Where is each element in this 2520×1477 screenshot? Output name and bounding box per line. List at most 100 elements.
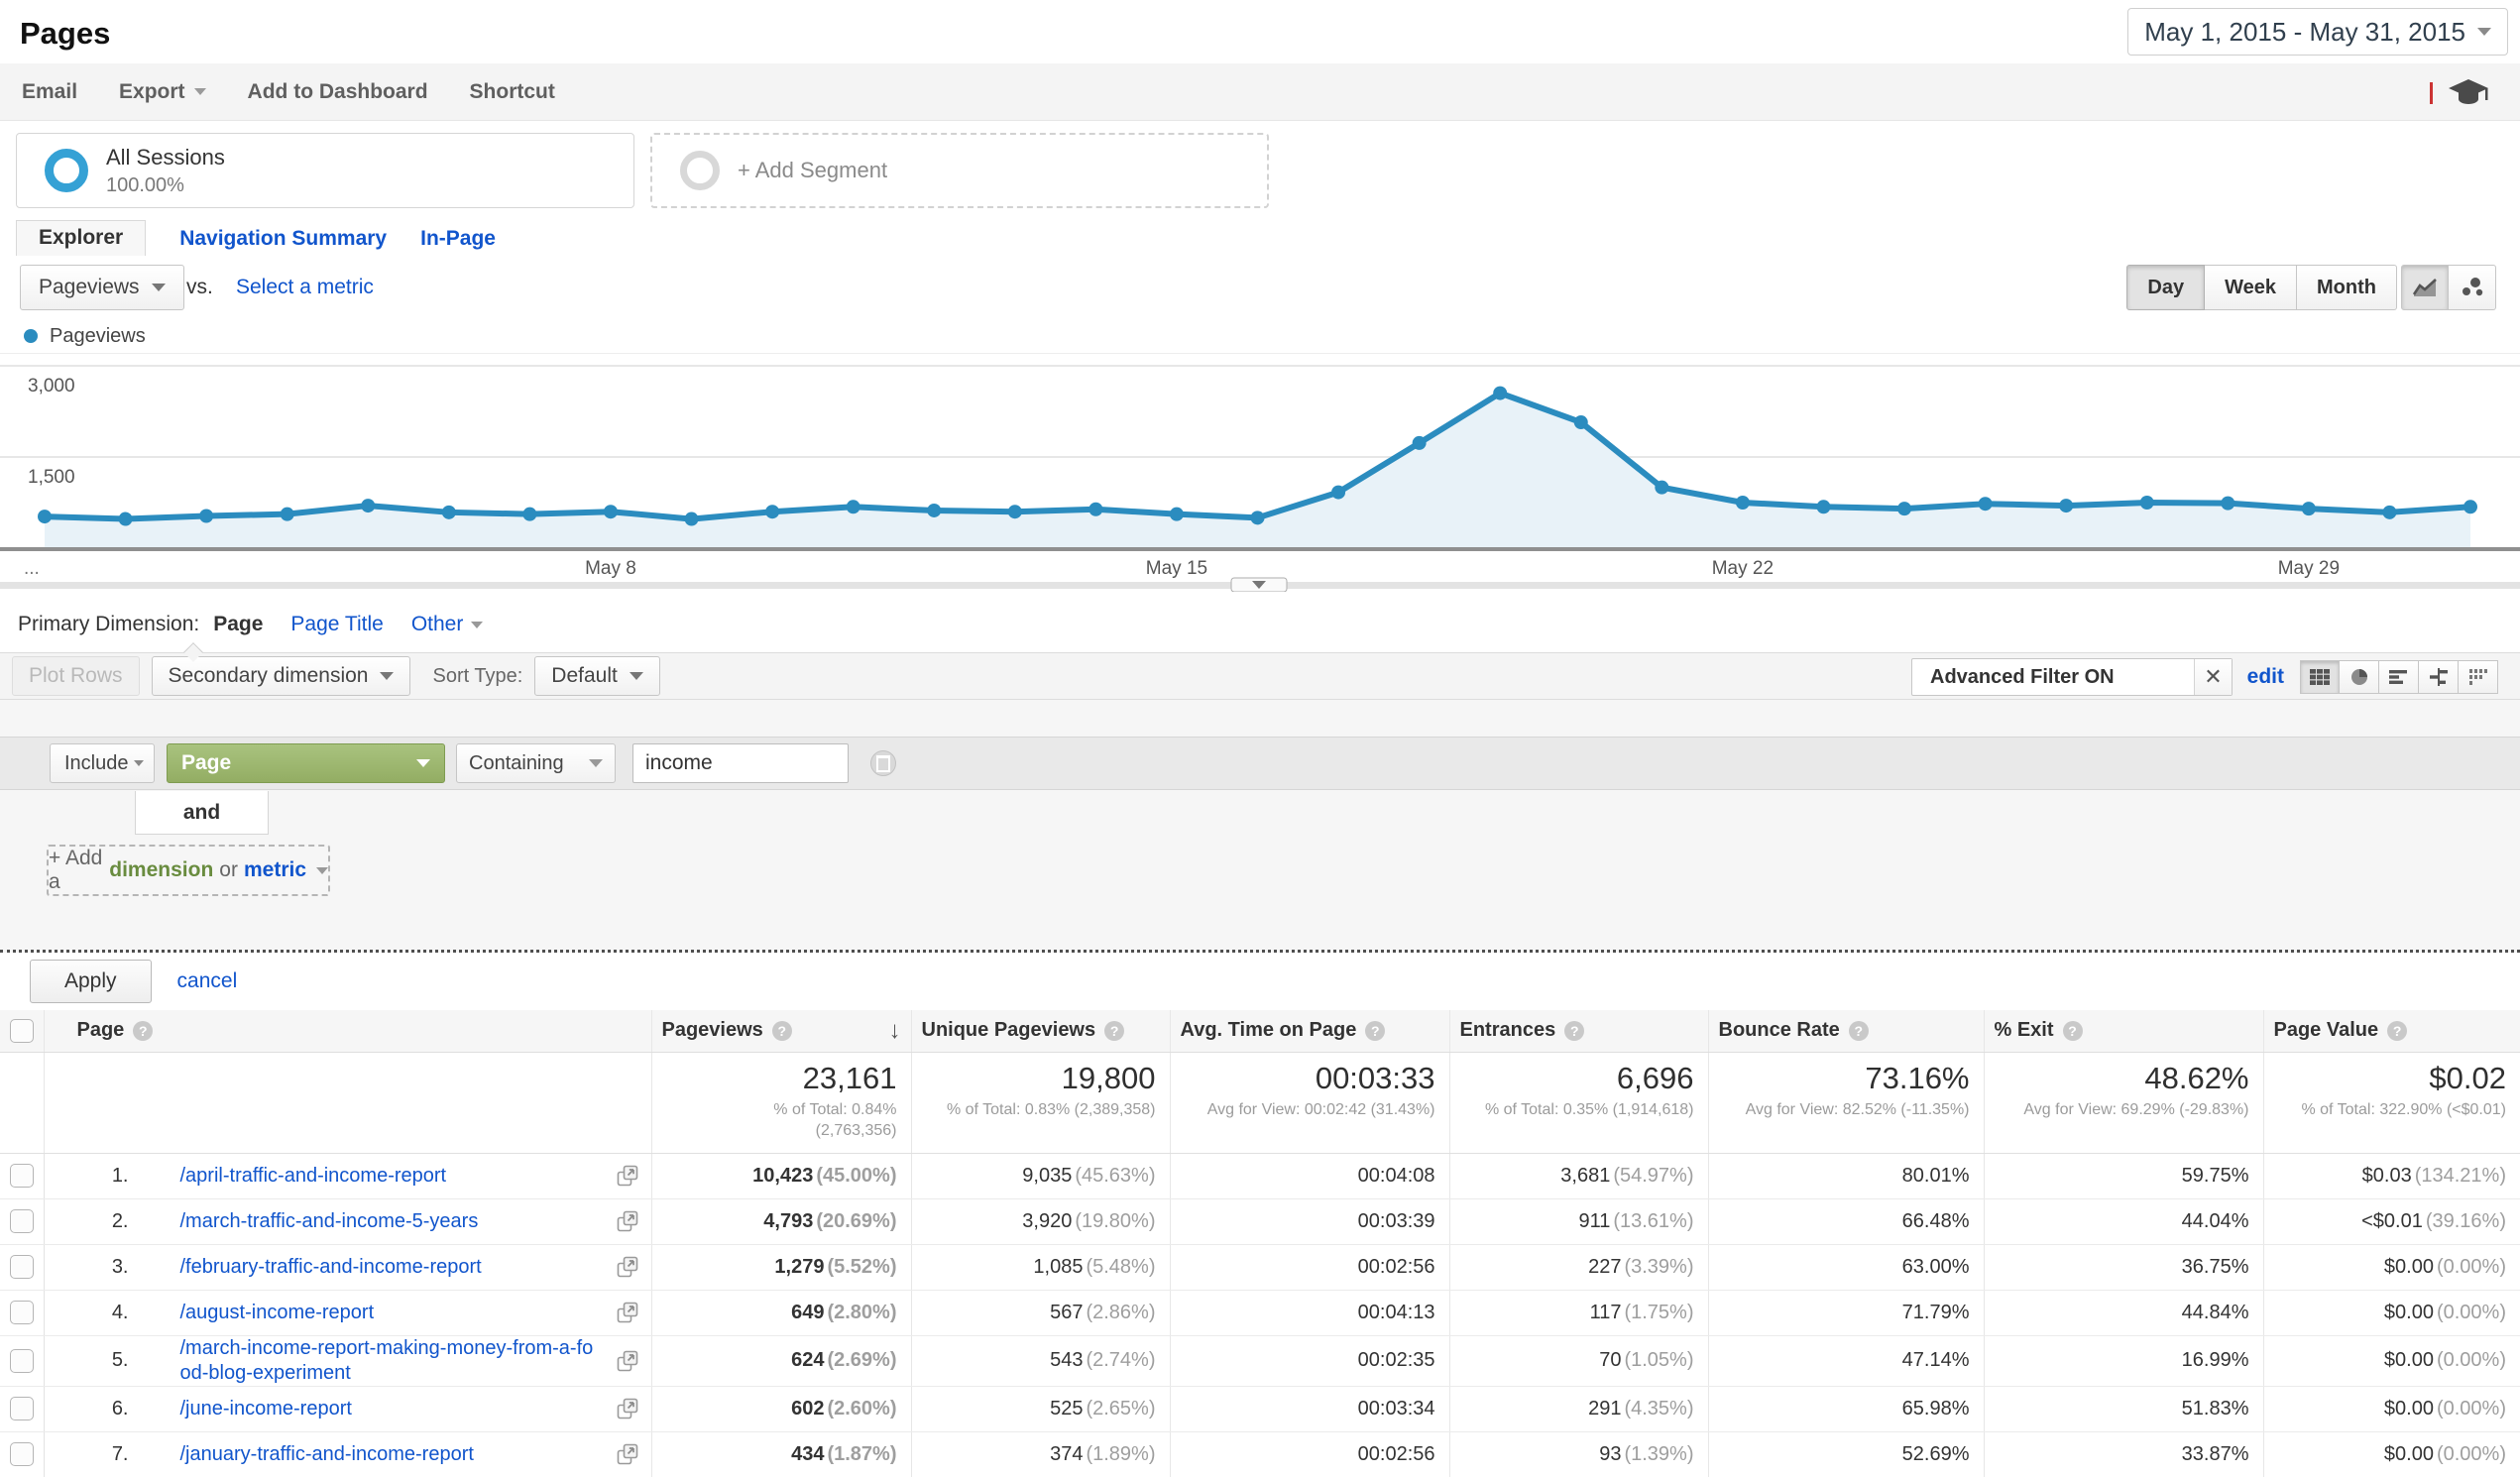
pivot-view-icon[interactable] [2459, 660, 2498, 694]
open-page-icon[interactable] [616, 1255, 639, 1279]
date-range-selector[interactable]: May 1, 2015 - May 31, 2015 [2127, 8, 2508, 56]
data-point[interactable] [684, 511, 699, 526]
close-icon[interactable]: ✕ [2194, 659, 2232, 695]
dimension-page-title[interactable]: Page Title [290, 613, 384, 635]
data-point[interactable] [1493, 386, 1508, 400]
page-link[interactable]: /june-income-report [179, 1397, 352, 1420]
data-point[interactable] [927, 503, 942, 517]
page-link[interactable]: /march-traffic-and-income-5-years [179, 1209, 479, 1232]
open-page-icon[interactable] [616, 1301, 639, 1324]
comparison-view-icon[interactable] [2419, 660, 2459, 694]
performance-view-icon[interactable] [2379, 660, 2419, 694]
data-point[interactable] [765, 505, 780, 519]
row-checkbox[interactable] [9, 1301, 34, 1324]
select-a-metric-link[interactable]: Select a metric [236, 276, 374, 298]
add-to-dashboard-button[interactable]: Add to Dashboard [247, 79, 428, 103]
row-checkbox[interactable] [9, 1442, 34, 1466]
column-header-avg-time[interactable]: Avg. Time on Page [1180, 1019, 1357, 1042]
row-checkbox[interactable] [9, 1209, 34, 1233]
data-point[interactable] [1412, 435, 1427, 450]
page-link[interactable]: /february-traffic-and-income-report [179, 1255, 482, 1278]
data-point[interactable] [1978, 497, 1993, 511]
add-segment-button[interactable]: + Add Segment [650, 133, 1269, 208]
filter-query-input[interactable] [632, 743, 849, 783]
metric-selector-dropdown[interactable]: Pageviews [20, 265, 184, 310]
data-point[interactable] [280, 507, 294, 521]
help-icon[interactable]: ? [1848, 1020, 1869, 1041]
tab-navigation-summary[interactable]: Navigation Summary [179, 227, 388, 250]
page-link[interactable]: /august-income-report [179, 1301, 375, 1323]
row-checkbox[interactable] [9, 1397, 34, 1420]
shortcut-button[interactable]: Shortcut [469, 79, 555, 103]
granularity-day-button[interactable]: Day [2126, 265, 2206, 310]
column-header-page[interactable]: Page [76, 1019, 125, 1042]
data-point[interactable] [846, 500, 860, 514]
data-table-view-icon[interactable] [2300, 660, 2340, 694]
line-chart-icon[interactable] [2401, 265, 2449, 310]
filter-dimension-dropdown[interactable]: Page [167, 743, 445, 783]
granularity-month-button[interactable]: Month [2297, 265, 2397, 310]
help-icon[interactable]: ? [771, 1020, 792, 1041]
sort-type-dropdown[interactable]: Default [534, 656, 660, 696]
data-point[interactable] [2059, 499, 2074, 513]
column-header-bounce-rate[interactable]: Bounce Rate [1718, 1019, 1840, 1042]
column-header-entrances[interactable]: Entrances [1459, 1019, 1556, 1042]
tab-in-page[interactable]: In-Page [420, 227, 496, 250]
data-point[interactable] [38, 510, 52, 524]
data-point[interactable] [603, 505, 618, 519]
column-header-pageviews[interactable]: Pageviews [661, 1019, 763, 1042]
data-point[interactable] [2301, 502, 2316, 516]
edit-filter-link[interactable]: edit [2246, 665, 2284, 688]
education-cap-icon[interactable] [2447, 77, 2490, 109]
data-point[interactable] [2382, 505, 2397, 519]
dimension-page[interactable]: Page [213, 613, 264, 635]
column-header-page-value[interactable]: Page Value [2273, 1019, 2379, 1042]
data-point[interactable] [2221, 496, 2235, 511]
data-point[interactable] [1655, 480, 1669, 495]
data-point[interactable] [1331, 485, 1346, 500]
cancel-link[interactable]: cancel [176, 969, 238, 992]
data-point[interactable] [1169, 507, 1184, 521]
help-icon[interactable]: ? [2387, 1020, 2408, 1041]
export-button[interactable]: Export [119, 80, 206, 104]
data-point[interactable] [1897, 502, 1912, 516]
tab-explorer[interactable]: Explorer [16, 220, 147, 256]
help-icon[interactable]: ? [2062, 1020, 2083, 1041]
data-point[interactable] [2139, 496, 2154, 510]
select-all-checkbox[interactable] [10, 1018, 34, 1043]
percentage-view-icon[interactable] [2340, 660, 2379, 694]
help-icon[interactable]: ? [133, 1020, 154, 1041]
page-link[interactable]: /march-income-report-making-money-from-a… [179, 1336, 594, 1384]
help-icon[interactable]: ? [1564, 1020, 1585, 1041]
data-point[interactable] [1816, 500, 1831, 514]
data-point[interactable] [1088, 502, 1103, 516]
help-icon[interactable]: ? [1104, 1020, 1125, 1041]
filter-match-type-dropdown[interactable]: Containing [456, 743, 616, 783]
open-page-icon[interactable] [616, 1349, 639, 1373]
row-checkbox[interactable] [9, 1255, 34, 1279]
data-point[interactable] [522, 507, 537, 521]
column-header-unique-pageviews[interactable]: Unique Pageviews [921, 1019, 1096, 1042]
data-point[interactable] [1735, 496, 1750, 510]
page-link[interactable]: /april-traffic-and-income-report [179, 1164, 447, 1187]
segment-all-sessions[interactable]: All Sessions 100.00% [16, 133, 634, 208]
open-page-icon[interactable] [616, 1209, 639, 1233]
page-link[interactable]: /january-traffic-and-income-report [179, 1442, 474, 1465]
filter-operator-dropdown[interactable]: Include [50, 743, 155, 783]
apply-button[interactable]: Apply [30, 960, 152, 1003]
data-point[interactable] [118, 511, 133, 526]
data-point[interactable] [199, 509, 214, 523]
open-page-icon[interactable] [616, 1397, 639, 1420]
data-point[interactable] [361, 499, 376, 513]
email-button[interactable]: Email [22, 79, 78, 103]
open-page-icon[interactable] [616, 1164, 639, 1188]
granularity-week-button[interactable]: Week [2205, 265, 2298, 310]
sort-descending-icon[interactable]: ↓ [888, 1016, 901, 1044]
data-point[interactable] [1573, 415, 1588, 430]
help-icon[interactable]: ? [1365, 1020, 1386, 1041]
row-checkbox[interactable] [9, 1348, 34, 1373]
row-checkbox[interactable] [9, 1164, 34, 1188]
data-point[interactable] [2463, 500, 2477, 514]
remove-filter-icon[interactable] [870, 750, 896, 776]
data-point[interactable] [1250, 511, 1265, 525]
